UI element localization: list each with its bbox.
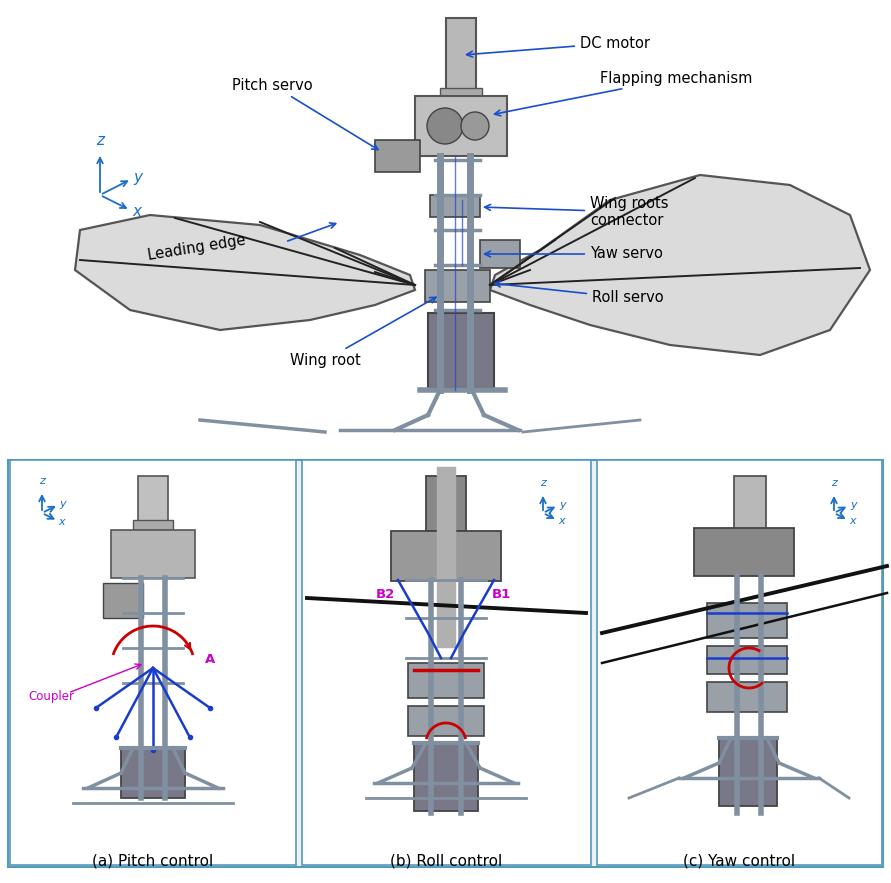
- Bar: [121, 748, 185, 798]
- Circle shape: [427, 108, 463, 144]
- Text: x: x: [849, 516, 856, 526]
- Text: x: x: [558, 516, 565, 526]
- Text: y: y: [850, 500, 856, 509]
- Bar: [426, 476, 466, 531]
- Text: Leading edge: Leading edge: [147, 233, 247, 263]
- Text: (a) Pitch control: (a) Pitch control: [93, 854, 214, 869]
- Bar: [707, 603, 787, 638]
- Text: B1: B1: [492, 588, 511, 601]
- Text: Roll servo: Roll servo: [495, 281, 664, 306]
- Bar: [138, 476, 168, 524]
- Polygon shape: [75, 215, 415, 330]
- Bar: [428, 313, 494, 388]
- Text: z: z: [540, 478, 546, 488]
- Bar: [694, 528, 794, 576]
- Bar: [414, 743, 478, 811]
- Bar: [446, 18, 476, 90]
- Text: y: y: [60, 499, 66, 509]
- Bar: [597, 460, 882, 865]
- Bar: [408, 663, 484, 698]
- Text: (c) Yaw control: (c) Yaw control: [683, 854, 795, 869]
- Text: Pitch servo: Pitch servo: [232, 78, 378, 149]
- Bar: [391, 531, 501, 581]
- Text: B2: B2: [376, 588, 396, 601]
- Circle shape: [461, 112, 489, 140]
- Text: Wing roots
connector: Wing roots connector: [485, 196, 668, 228]
- Text: x: x: [59, 517, 65, 527]
- Bar: [415, 96, 507, 156]
- Bar: [734, 476, 766, 531]
- Text: x: x: [132, 204, 141, 219]
- Text: A: A: [205, 653, 216, 666]
- Text: Flapping mechanism: Flapping mechanism: [495, 71, 752, 116]
- Text: DC motor: DC motor: [467, 35, 650, 57]
- Bar: [480, 240, 520, 268]
- Text: Yaw servo: Yaw servo: [485, 246, 663, 261]
- Polygon shape: [490, 175, 870, 355]
- Bar: [425, 270, 490, 302]
- Text: (b) Roll control: (b) Roll control: [390, 854, 503, 869]
- Bar: [133, 520, 173, 530]
- Bar: [8, 460, 883, 867]
- Text: y: y: [134, 170, 143, 185]
- Text: z: z: [39, 476, 45, 486]
- Bar: [103, 583, 143, 618]
- Bar: [302, 460, 591, 865]
- Text: Coupler: Coupler: [28, 690, 74, 703]
- Bar: [10, 460, 296, 865]
- Text: z: z: [831, 478, 837, 488]
- Bar: [707, 682, 787, 712]
- Bar: [440, 88, 482, 96]
- Text: z: z: [96, 133, 104, 148]
- Text: y: y: [559, 500, 566, 509]
- Bar: [719, 738, 777, 806]
- Bar: [375, 140, 420, 172]
- Bar: [430, 195, 480, 217]
- Text: Wing root: Wing root: [290, 298, 436, 367]
- Bar: [408, 706, 484, 736]
- Bar: [707, 646, 787, 674]
- Bar: [111, 530, 195, 578]
